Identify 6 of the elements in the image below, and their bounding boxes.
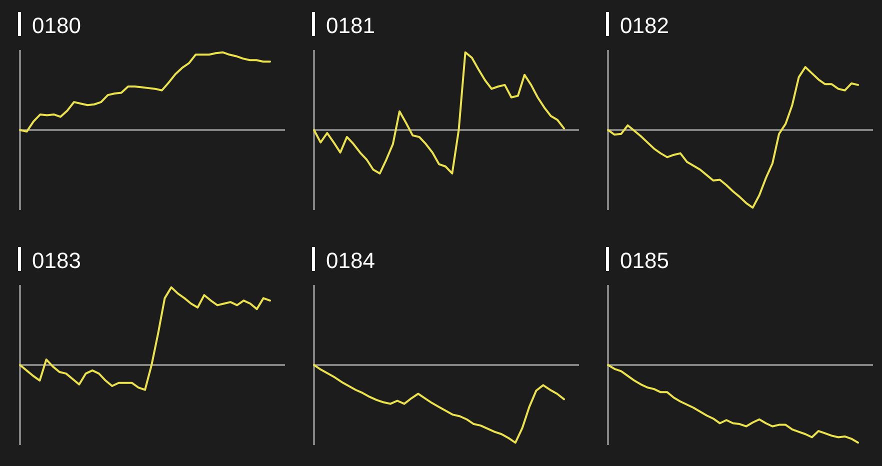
- chart-title: 0184: [326, 248, 375, 273]
- chart-title: 0181: [326, 13, 375, 38]
- chart-title: 0183: [32, 248, 81, 273]
- chart-title: 0185: [620, 248, 669, 273]
- chart-title: 0180: [32, 13, 81, 38]
- chart-title: 0182: [620, 13, 669, 38]
